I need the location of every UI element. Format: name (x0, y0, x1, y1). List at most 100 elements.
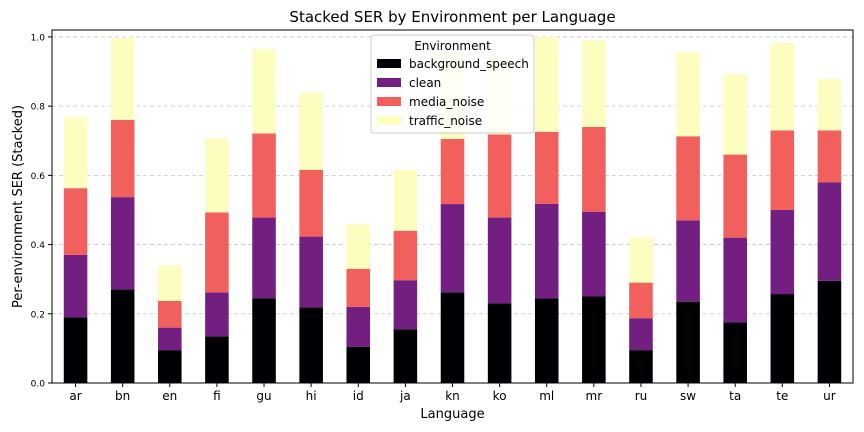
bar-gu-background_speech (252, 298, 276, 383)
legend-frame (370, 34, 535, 134)
legend-swatch-media_noise (377, 97, 401, 106)
x-tick-label-sw: sw (680, 389, 696, 403)
bar-gu-media_noise (252, 133, 276, 218)
bar-ar-clean (63, 254, 88, 318)
x-tick-label-fi: fi (213, 389, 221, 403)
bar-ml-traffic_noise (534, 36, 559, 132)
bar-te-media_noise (770, 130, 795, 210)
legend-label-clean: clean (409, 76, 441, 90)
bar-ru-clean (629, 318, 653, 351)
bar-fi-traffic_noise (205, 138, 229, 213)
bar-te-traffic_noise (770, 43, 795, 131)
bar-sw-background_speech (676, 301, 700, 383)
x-tick-label-ar: ar (69, 389, 81, 403)
x-tick-label-ru: ru (635, 389, 648, 403)
bar-ta-clean (723, 237, 747, 323)
bar-en-background_speech (158, 350, 182, 383)
bar-en-clean (158, 327, 182, 351)
bar-ru-background_speech (629, 350, 653, 383)
y-axis-ticks: 0.0 0.2 0.4 0.6 0.8 1.0 (31, 33, 52, 390)
bar-te-clean (770, 209, 795, 295)
bar-ja-background_speech (393, 329, 418, 383)
bar-ja-clean (393, 280, 418, 330)
bar-te-background_speech (770, 294, 795, 383)
x-axis-ticks: ar bn en fi gu hi id ja kn ko ml mr ru sw ta te ur (69, 383, 836, 403)
x-tick-label-ur: ur (823, 389, 836, 403)
bar-ml-background_speech (534, 298, 559, 383)
bar-ru-traffic_noise (629, 237, 653, 283)
legend-swatch-background_speech (377, 59, 401, 68)
x-tick-label-ta: ta (729, 389, 741, 403)
bar-gu-clean (252, 217, 276, 299)
bars (63, 36, 842, 383)
bar-kn-background_speech (440, 292, 465, 383)
bar-en-traffic_noise (158, 265, 182, 301)
x-tick-label-gu: gu (256, 389, 271, 403)
bar-ar-background_speech (63, 317, 88, 383)
x-tick-label-bn: bn (115, 389, 130, 403)
x-tick-label-te: te (776, 389, 788, 403)
bar-sw-traffic_noise (676, 52, 700, 137)
bar-ja-media_noise (393, 230, 418, 281)
legend-swatch-clean (377, 78, 401, 87)
bar-id-media_noise (346, 268, 371, 307)
legend-label-media_noise: media_noise (409, 95, 484, 109)
x-tick-label-kn: kn (445, 389, 460, 403)
y-axis-label: Per-environment SER (Stacked) (11, 105, 26, 308)
bar-bn-media_noise (110, 119, 135, 198)
y-tick-label: 0.2 (31, 310, 45, 320)
legend-title: Environment (414, 39, 491, 53)
bar-bn-traffic_noise (110, 37, 135, 120)
bar-ta-media_noise (723, 154, 747, 238)
bar-id-clean (346, 306, 371, 347)
y-tick-label: 0.8 (31, 103, 46, 113)
bar-ml-clean (534, 203, 559, 299)
bar-ko-background_speech (487, 303, 512, 383)
bar-ur-media_noise (817, 130, 842, 183)
bar-ur-clean (817, 182, 842, 281)
x-tick-label-ja: ja (399, 389, 411, 403)
x-tick-label-ko: ko (493, 389, 507, 403)
bar-sw-clean (676, 220, 700, 302)
bar-ko-clean (487, 217, 512, 304)
bar-ja-traffic_noise (393, 170, 418, 231)
y-tick-label: 0.0 (31, 380, 46, 390)
bar-en-media_noise (158, 300, 182, 328)
bar-gu-traffic_noise (252, 49, 276, 134)
y-tick-label: 0.6 (31, 172, 46, 182)
legend-swatch-traffic_noise (377, 116, 401, 125)
bar-ml-media_noise (534, 131, 559, 204)
bar-fi-background_speech (205, 336, 229, 383)
bar-hi-traffic_noise (299, 92, 323, 170)
x-tick-label-en: en (162, 389, 177, 403)
bar-id-traffic_noise (346, 224, 371, 269)
bar-hi-clean (299, 236, 323, 308)
bar-sw-media_noise (676, 136, 700, 221)
bar-ru-media_noise (629, 282, 653, 319)
x-tick-label-hi: hi (306, 389, 317, 403)
x-tick-label-id: id (353, 389, 364, 403)
chart-title: Stacked SER by Environment per Language (289, 8, 615, 26)
bar-ur-background_speech (817, 280, 842, 383)
bar-fi-clean (205, 292, 229, 337)
bar-hi-background_speech (299, 307, 323, 383)
bar-mr-traffic_noise (582, 40, 606, 127)
bar-fi-media_noise (205, 212, 229, 293)
legend-label-background_speech: background_speech (409, 57, 529, 71)
y-tick-label: 0.4 (31, 241, 46, 251)
bar-mr-media_noise (582, 126, 606, 212)
bar-id-background_speech (346, 346, 371, 383)
bar-bn-background_speech (110, 289, 135, 383)
bar-kn-media_noise (440, 139, 465, 205)
x-tick-label-ml: ml (539, 389, 554, 403)
bar-kn-clean (440, 204, 465, 293)
bar-ur-traffic_noise (817, 79, 842, 131)
bar-ta-traffic_noise (723, 74, 747, 155)
bar-ta-background_speech (723, 322, 747, 383)
x-axis-label: Language (420, 407, 484, 422)
bar-mr-clean (582, 211, 606, 297)
y-tick-label: 1.0 (31, 33, 46, 43)
bar-hi-media_noise (299, 169, 323, 237)
